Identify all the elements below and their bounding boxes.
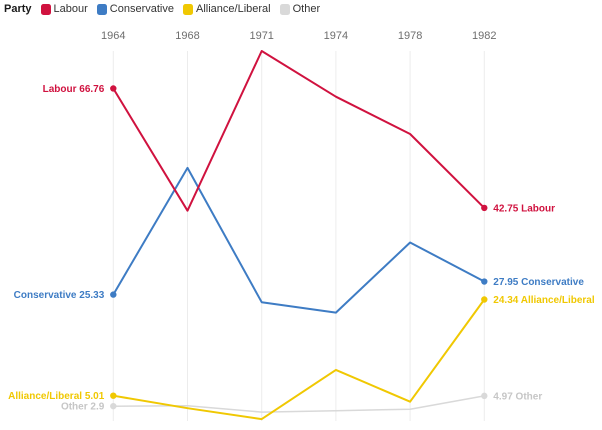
legend-label-labour: Labour — [53, 3, 88, 15]
labour-start-dot — [110, 85, 117, 92]
conservative-line — [112, 166, 486, 314]
legend-swatch-other — [279, 3, 290, 15]
legend-label-conservative: Conservative — [109, 3, 174, 15]
conservative-end-label: 27.95 Conservative — [493, 277, 584, 288]
labour-start-label: Labour 66.76 — [43, 84, 105, 95]
alliance-liberal-end-label: 24.34 Alliance/Liberal — [493, 295, 595, 306]
legend-title: Party — [4, 3, 32, 15]
x-axis-label-1974: 1974 — [324, 30, 348, 42]
legend-item-alliance-liberal: Alliance/Liberal — [183, 2, 271, 16]
x-axis-label-1964: 1964 — [101, 30, 125, 42]
legend-swatch-alliance-liberal — [183, 3, 193, 15]
other-start-dot — [110, 402, 117, 410]
x-axis-label-1971: 1971 — [249, 30, 273, 42]
x-axis-label-1982: 1982 — [472, 30, 496, 42]
legend-label-alliance-liberal: Alliance/Liberal — [196, 3, 271, 15]
labour-end-label: 42.75 Labour — [493, 203, 555, 214]
other-end-label: 4.97 Other — [493, 391, 542, 402]
legend: Party Labour Conservative Alliance/Liberal… — [4, 2, 320, 16]
legend-label-other: Other — [292, 3, 321, 15]
alliance-liberal-line — [112, 298, 486, 421]
labour-end-dot — [481, 204, 488, 212]
legend-swatch-conservative — [96, 3, 107, 15]
legend-item-other: Other — [279, 2, 321, 16]
conservative-start-dot — [110, 291, 117, 298]
x-axis-label-1978: 1978 — [398, 30, 422, 42]
legend-item-labour: Labour — [40, 2, 88, 16]
alliance-liberal-start-dot — [110, 392, 117, 399]
labour-line — [112, 50, 486, 212]
other-start-label: Other 2.9 — [61, 402, 105, 413]
conservative-start-label: Conservative 25.33 — [14, 290, 105, 301]
alliance-liberal-start-label: Alliance/Liberal 5.01 — [8, 391, 105, 402]
legend-swatch-labour — [40, 3, 51, 15]
other-end-dot — [481, 392, 488, 400]
alliance-liberal-end-dot — [481, 296, 488, 303]
x-axis-label-1968: 1968 — [175, 30, 199, 42]
other-line — [112, 395, 486, 413]
conservative-end-dot — [481, 278, 488, 285]
legend-item-conservative: Conservative — [96, 2, 174, 16]
